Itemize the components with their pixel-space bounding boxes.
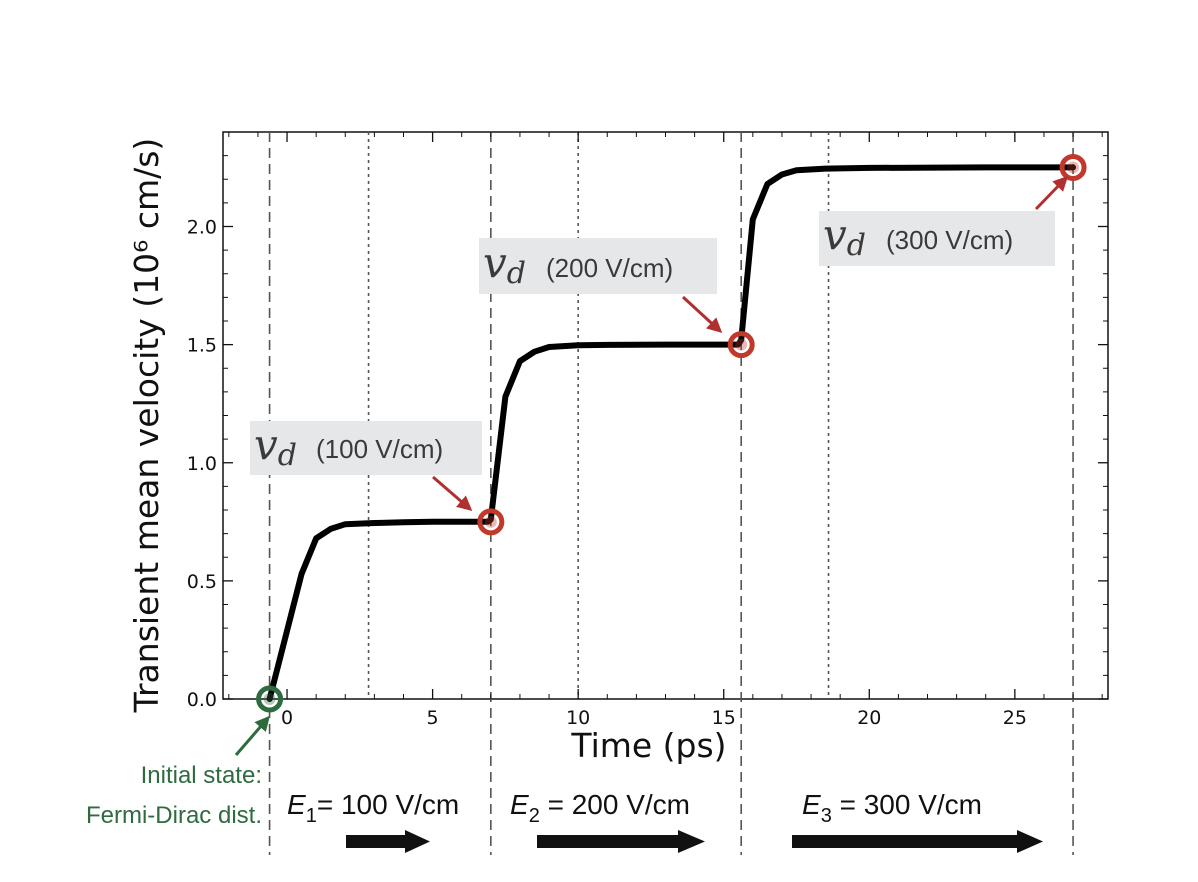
vd-symbol: 𝑣d: [823, 210, 866, 263]
y-tick-label: 2.0: [187, 217, 217, 239]
vd-arrow-100: [432, 475, 473, 511]
data-marker-0: [256, 685, 284, 713]
initial-state-line2: Fermi-Dirac dist.: [86, 802, 262, 829]
vd-label-text: (200 V/cm): [546, 253, 673, 283]
tick-labels: 0 5 10 15 20 25 0.0 0.5 1.0 1.5 2.0: [187, 217, 1027, 730]
field-arrow-3: [792, 830, 1043, 853]
y-axis-title: Transient mean velocity (10⁶ cm/s): [127, 138, 166, 714]
vd-subscript: d: [847, 228, 866, 263]
vd-label-box: [479, 238, 717, 294]
vd-annotation-100: 𝑣d (100 V/cm): [250, 420, 482, 475]
vd-symbol-v: 𝑣: [823, 210, 847, 259]
vd-label-text: (300 V/cm): [886, 225, 1013, 255]
x-tick-label: 25: [1003, 707, 1027, 729]
data-marker-1: [477, 508, 505, 536]
data-marker-core-1: [484, 515, 497, 528]
vd-label-text: (100 V/cm): [316, 434, 443, 464]
y-tick-label: 1.0: [187, 453, 217, 475]
vd-symbol: 𝑣d: [483, 238, 526, 291]
axis-ticks: [223, 132, 1108, 700]
initial-state-arrow: [234, 715, 270, 756]
field-label-1: E1= 100 V/cm: [287, 789, 459, 827]
data-marker-core-3: [1067, 161, 1080, 174]
vd-symbol: 𝑣d: [254, 420, 297, 473]
vd-symbol-v: 𝑣: [483, 238, 507, 287]
x-tick-label: 15: [712, 707, 736, 729]
field-arrow-1: [346, 830, 430, 853]
x-axis-title: Time (ps): [570, 726, 726, 765]
x-tick-label: 10: [566, 707, 590, 729]
data-marker-core-0: [263, 693, 276, 705]
data-marker-core-2: [735, 338, 748, 351]
vd-label-box: [819, 211, 1055, 266]
x-tick-label: 20: [857, 707, 881, 729]
vd-subscript: d: [278, 438, 297, 473]
vd-subscript: d: [507, 256, 526, 291]
y-tick-label: 0.0: [187, 689, 217, 711]
vd-symbol-v: 𝑣: [254, 420, 278, 469]
vd-annotation-300: 𝑣d (300 V/cm): [819, 210, 1055, 266]
field-label-3: E3 = 300 V/cm: [802, 789, 982, 827]
y-tick-label: 1.5: [187, 335, 217, 357]
x-tick-label: 0: [281, 707, 293, 729]
state-markers: [256, 153, 1087, 713]
x-tick-label: 5: [427, 707, 439, 729]
field-arrow-2: [537, 830, 705, 853]
vd-arrow-300: [1034, 175, 1069, 211]
vd-label-box: [250, 421, 482, 475]
data-marker-3: [1059, 153, 1087, 181]
vd-arrow-200: [681, 295, 723, 334]
field-label-2: E2 = 200 V/cm: [510, 789, 690, 827]
data-marker-2: [727, 331, 755, 359]
vd-annotation-200: 𝑣d (200 V/cm): [479, 238, 717, 294]
velocity-series-line: [266, 164, 1077, 702]
initial-state-line1: Initial state:: [141, 762, 262, 789]
y-tick-label: 0.5: [187, 571, 217, 593]
